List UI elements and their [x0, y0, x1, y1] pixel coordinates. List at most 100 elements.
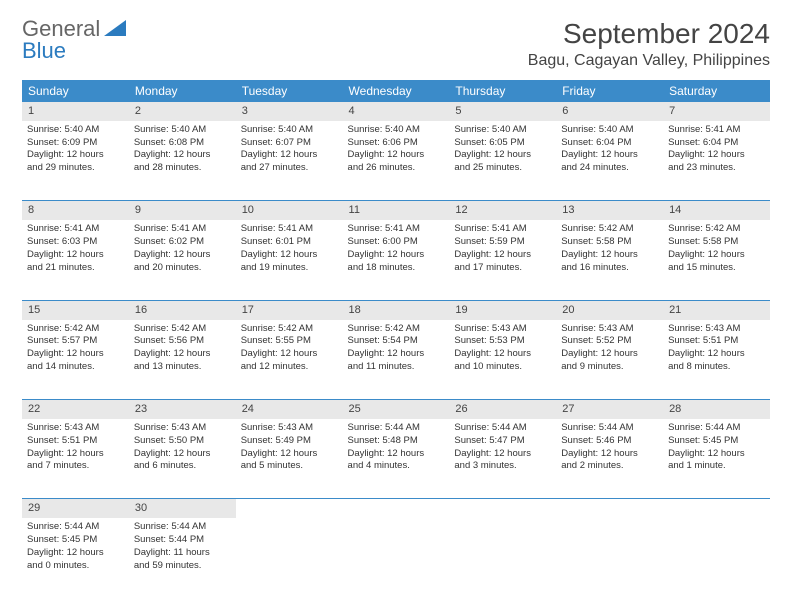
daylight-line: and 12 minutes. [241, 361, 338, 374]
daylight-line: and 23 minutes. [668, 162, 765, 175]
daylight-line: Daylight: 12 hours [561, 149, 658, 162]
weekday-header: Friday [556, 80, 663, 102]
sunrise-line: Sunrise: 5:42 AM [348, 323, 445, 336]
daylight-line: Daylight: 11 hours [134, 547, 231, 560]
daylight-line: Daylight: 12 hours [668, 249, 765, 262]
daylight-line: Daylight: 12 hours [454, 149, 551, 162]
sunset-line: Sunset: 5:49 PM [241, 435, 338, 448]
sunrise-line: Sunrise: 5:40 AM [241, 124, 338, 137]
sunrise-line: Sunrise: 5:40 AM [134, 124, 231, 137]
daylight-line: and 10 minutes. [454, 361, 551, 374]
content-row: Sunrise: 5:41 AMSunset: 6:03 PMDaylight:… [22, 220, 770, 300]
day-cell: Sunrise: 5:44 AMSunset: 5:46 PMDaylight:… [556, 419, 663, 499]
title-block: September 2024 Bagu, Cagayan Valley, Phi… [528, 18, 770, 70]
daylight-line: Daylight: 12 hours [241, 249, 338, 262]
day-cell: Sunrise: 5:40 AMSunset: 6:04 PMDaylight:… [556, 121, 663, 201]
daylight-line: Daylight: 12 hours [134, 149, 231, 162]
daylight-line: Daylight: 12 hours [348, 348, 445, 361]
day-number: 7 [663, 102, 770, 121]
sunrise-line: Sunrise: 5:44 AM [668, 422, 765, 435]
daylight-line: and 25 minutes. [454, 162, 551, 175]
day-number: 28 [663, 400, 770, 419]
daylight-line: and 17 minutes. [454, 262, 551, 275]
sunset-line: Sunset: 5:44 PM [134, 534, 231, 547]
sunset-line: Sunset: 5:58 PM [561, 236, 658, 249]
month-title: September 2024 [528, 18, 770, 50]
daylight-line: Daylight: 12 hours [454, 348, 551, 361]
sunrise-line: Sunrise: 5:41 AM [348, 223, 445, 236]
weekday-header-row: Sunday Monday Tuesday Wednesday Thursday… [22, 80, 770, 102]
sunset-line: Sunset: 6:07 PM [241, 137, 338, 150]
weekday-header: Tuesday [236, 80, 343, 102]
daynum-row: 15161718192021 [22, 300, 770, 319]
day-number: 10 [236, 201, 343, 220]
daylight-line: and 19 minutes. [241, 262, 338, 275]
daylight-line: Daylight: 12 hours [348, 149, 445, 162]
content-row: Sunrise: 5:43 AMSunset: 5:51 PMDaylight:… [22, 419, 770, 499]
sunrise-line: Sunrise: 5:41 AM [241, 223, 338, 236]
day-cell: Sunrise: 5:40 AMSunset: 6:06 PMDaylight:… [343, 121, 450, 201]
day-cell: Sunrise: 5:42 AMSunset: 5:58 PMDaylight:… [556, 220, 663, 300]
sunrise-line: Sunrise: 5:42 AM [27, 323, 124, 336]
daylight-line: and 4 minutes. [348, 460, 445, 473]
daylight-line: Daylight: 12 hours [241, 448, 338, 461]
daylight-line: Daylight: 12 hours [454, 249, 551, 262]
day-number [236, 499, 343, 518]
sunset-line: Sunset: 6:09 PM [27, 137, 124, 150]
sunrise-line: Sunrise: 5:42 AM [561, 223, 658, 236]
logo-text-blue: Blue [22, 40, 126, 62]
daylight-line: and 21 minutes. [27, 262, 124, 275]
sunrise-line: Sunrise: 5:44 AM [348, 422, 445, 435]
content-row: Sunrise: 5:40 AMSunset: 6:09 PMDaylight:… [22, 121, 770, 201]
weekday-header: Saturday [663, 80, 770, 102]
daylight-line: Daylight: 12 hours [561, 448, 658, 461]
daylight-line: and 29 minutes. [27, 162, 124, 175]
daylight-line: Daylight: 12 hours [27, 149, 124, 162]
sunrise-line: Sunrise: 5:42 AM [134, 323, 231, 336]
day-number: 12 [449, 201, 556, 220]
weekday-header: Sunday [22, 80, 129, 102]
day-cell: Sunrise: 5:43 AMSunset: 5:49 PMDaylight:… [236, 419, 343, 499]
daylight-line: Daylight: 12 hours [561, 348, 658, 361]
weekday-header: Thursday [449, 80, 556, 102]
day-number: 17 [236, 300, 343, 319]
sunset-line: Sunset: 6:04 PM [668, 137, 765, 150]
daynum-row: 2930 [22, 499, 770, 518]
day-number: 27 [556, 400, 663, 419]
sunset-line: Sunset: 5:48 PM [348, 435, 445, 448]
daylight-line: Daylight: 12 hours [241, 149, 338, 162]
day-number: 16 [129, 300, 236, 319]
day-number: 24 [236, 400, 343, 419]
sunset-line: Sunset: 5:54 PM [348, 335, 445, 348]
daylight-line: and 28 minutes. [134, 162, 231, 175]
day-cell [663, 518, 770, 598]
day-cell: Sunrise: 5:43 AMSunset: 5:51 PMDaylight:… [22, 419, 129, 499]
day-cell [343, 518, 450, 598]
sunset-line: Sunset: 6:06 PM [348, 137, 445, 150]
day-number: 2 [129, 102, 236, 121]
daylight-line: Daylight: 12 hours [27, 348, 124, 361]
daylight-line: Daylight: 12 hours [27, 249, 124, 262]
day-number [663, 499, 770, 518]
daylight-line: Daylight: 12 hours [561, 249, 658, 262]
sunrise-line: Sunrise: 5:40 AM [454, 124, 551, 137]
sunset-line: Sunset: 5:51 PM [668, 335, 765, 348]
day-number: 18 [343, 300, 450, 319]
sunset-line: Sunset: 5:50 PM [134, 435, 231, 448]
day-cell [449, 518, 556, 598]
daylight-line: and 7 minutes. [27, 460, 124, 473]
day-cell: Sunrise: 5:41 AMSunset: 6:00 PMDaylight:… [343, 220, 450, 300]
daynum-row: 891011121314 [22, 201, 770, 220]
day-number [449, 499, 556, 518]
day-number: 1 [22, 102, 129, 121]
sunrise-line: Sunrise: 5:43 AM [241, 422, 338, 435]
daylight-line: and 26 minutes. [348, 162, 445, 175]
day-number: 19 [449, 300, 556, 319]
day-number: 6 [556, 102, 663, 121]
day-cell: Sunrise: 5:42 AMSunset: 5:56 PMDaylight:… [129, 320, 236, 400]
daynum-row: 1234567 [22, 102, 770, 121]
sunset-line: Sunset: 6:01 PM [241, 236, 338, 249]
daylight-line: Daylight: 12 hours [668, 448, 765, 461]
sunrise-line: Sunrise: 5:44 AM [27, 521, 124, 534]
day-cell: Sunrise: 5:41 AMSunset: 5:59 PMDaylight:… [449, 220, 556, 300]
